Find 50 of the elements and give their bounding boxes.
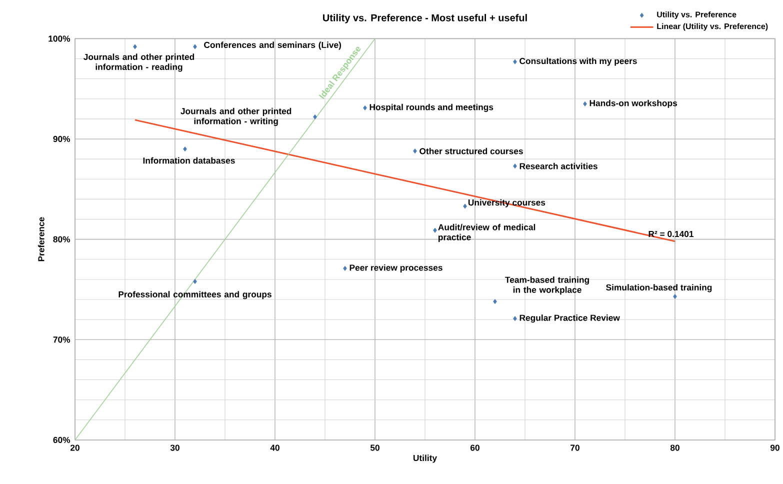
y-tick-label: 60% [53,436,70,444]
legend-label: Linear (Utility vs. Preference) [657,23,768,31]
y-axis-title: Preference [38,217,44,262]
annotation: Hands-on workshops [590,100,678,108]
y-tick-label: 80% [53,236,70,242]
point [463,204,467,209]
y-tick-label: 100% [48,36,70,42]
y-tick-label: 70% [53,336,70,343]
point [493,299,497,304]
point [183,146,187,152]
annotation: Other structured courses [420,148,523,154]
x-tick-label: 70 [570,444,580,451]
annotation: Peer review processes [350,264,442,272]
point [513,316,517,321]
point [193,44,197,50]
point [363,105,367,110]
annotation: Consultations with my peers [520,58,637,66]
x-tick-label: 40 [270,444,280,451]
annotation: Audit/review of medical practice [438,224,536,242]
annotation: Hospital rounds and meetings [370,104,494,112]
annotation: Journals and other printed information - writing [180,108,292,126]
annotation: Professional committees and groups [118,291,272,300]
annotation: Information databases [143,157,235,164]
x-axis-title: Utility [413,454,437,463]
point [433,228,437,233]
chart-title: Utility vs. Preference - Most useful + useful [323,14,527,24]
y-tick-label: 90% [53,136,70,142]
point [583,101,587,106]
x-tick-label: 60 [470,444,480,451]
x-tick-label: 50 [370,444,380,451]
legend-label: Utility vs. Preference [657,11,736,19]
x-tick-label: 90 [770,444,780,451]
point [313,114,317,120]
x-tick-label: 80 [670,444,680,451]
point [193,279,197,284]
x-tick-label: 30 [170,444,180,451]
point [133,44,137,50]
point [413,148,417,154]
annotation: Simulation-based training [606,284,712,292]
annotation: Regular Practice Review [520,314,620,323]
annotation: R² = 0.1401 [648,230,694,238]
point [343,266,347,271]
point [513,164,517,168]
annotation: University courses [468,199,546,208]
point [673,294,677,299]
annotation: Research activities [520,162,598,170]
x-tick-label: 20 [70,444,80,451]
annotation: Team-based training in the workplace [505,276,589,295]
annotation: Journals and other printed information - reading [84,54,194,72]
point [513,59,517,64]
